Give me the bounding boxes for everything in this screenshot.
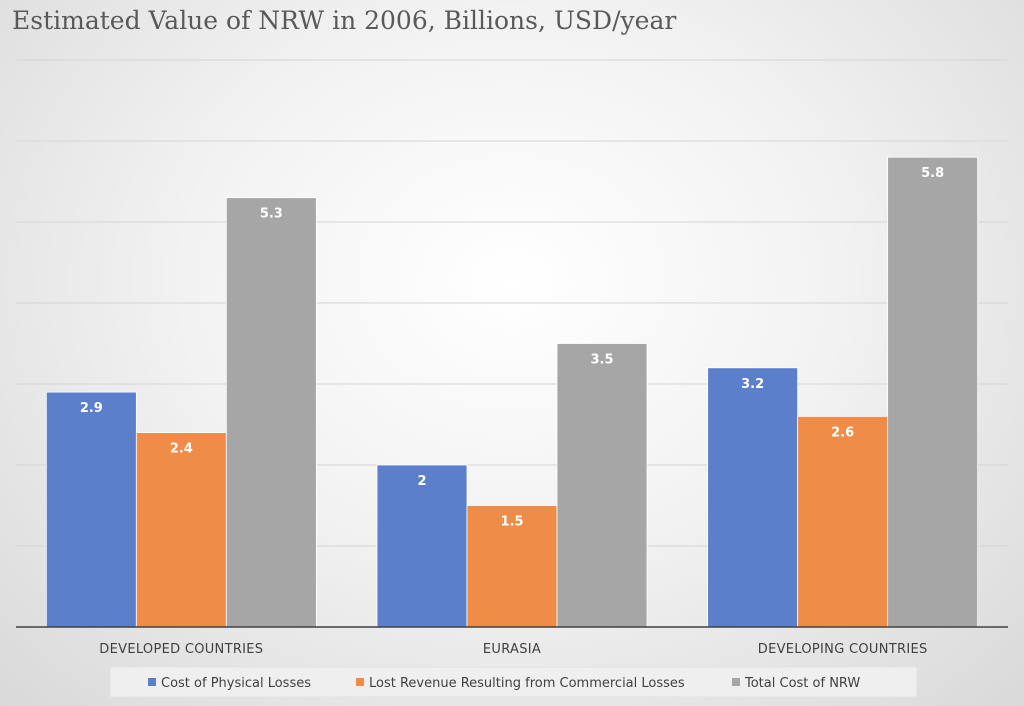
legend-entry-label: Lost Revenue Resulting from Commercial L… — [369, 676, 685, 691]
bar — [556, 343, 648, 628]
legend-entry-label: Total Cost of NRW — [744, 676, 860, 691]
legend-swatch — [148, 678, 156, 686]
bar — [225, 197, 317, 628]
data-label: 2.9 — [80, 401, 103, 416]
legend-swatch — [732, 678, 740, 686]
data-label: 2.4 — [170, 442, 193, 457]
legend-entry-label: Cost of Physical Losses — [161, 676, 311, 691]
bar — [45, 391, 137, 628]
x-axis: DEVELOPED COUNTRIES EURASIA DEVELOPING COU… — [16, 626, 1008, 657]
data-label: 2.6 — [831, 425, 854, 440]
data-label: 3.2 — [741, 377, 764, 392]
data-label: 3.5 — [590, 353, 613, 368]
bar — [135, 432, 227, 628]
bar — [466, 505, 558, 628]
bar — [797, 415, 889, 628]
bar — [376, 464, 468, 628]
data-label: 5.3 — [260, 207, 283, 222]
x-tick-label: DEVELOPED COUNTRIES — [99, 642, 263, 657]
data-label: 2 — [417, 474, 426, 489]
bars: 2.9 2.4 5.3 2 1.5 3.5 3.2 2.6 5.8 — [45, 156, 979, 628]
x-tick-label: DEVELOPING COUNTRIES — [758, 642, 928, 657]
x-tick-label: EURASIA — [483, 642, 541, 657]
chart-title: Estimated Value of NRW in 2006, Billions… — [12, 6, 677, 35]
data-label: 5.8 — [921, 166, 944, 181]
bar — [887, 156, 979, 628]
data-label: 1.5 — [500, 515, 523, 530]
legend-swatch — [356, 678, 364, 686]
legend-box — [109, 666, 918, 698]
legend: Cost of Physical Losses Lost Revenue Resu… — [109, 666, 918, 698]
bar — [707, 367, 799, 628]
